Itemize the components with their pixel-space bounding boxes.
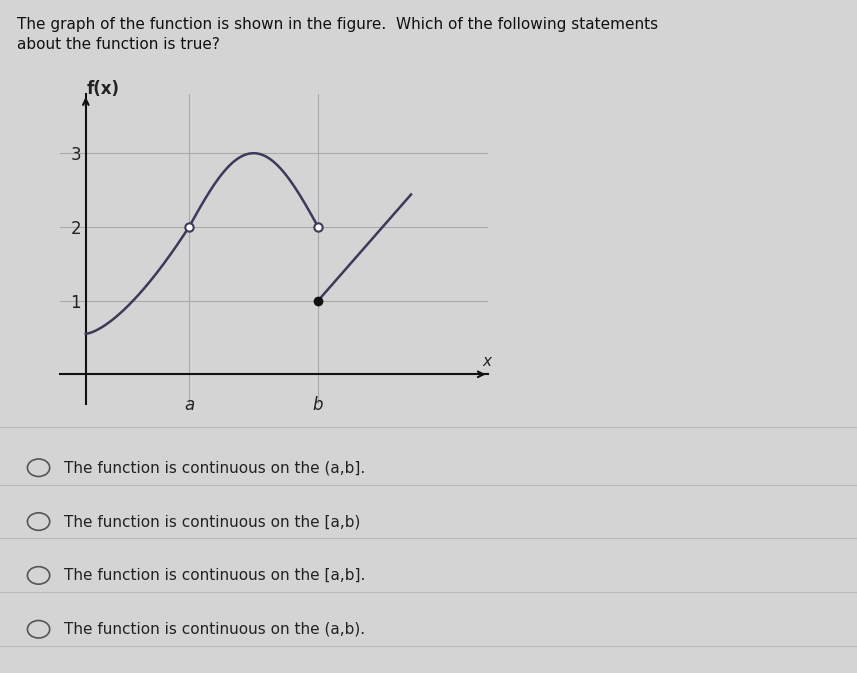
- Text: The function is continuous on the (a,b).: The function is continuous on the (a,b).: [64, 622, 365, 637]
- Text: The function is continuous on the (a,b].: The function is continuous on the (a,b].: [64, 460, 366, 475]
- Text: b: b: [313, 396, 323, 415]
- Text: The function is continuous on the [a,b): The function is continuous on the [a,b): [64, 514, 361, 529]
- Text: about the function is true?: about the function is true?: [17, 37, 220, 52]
- Text: The function is continuous on the [a,b].: The function is continuous on the [a,b].: [64, 568, 366, 583]
- Text: The graph of the function is shown in the figure.  Which of the following statem: The graph of the function is shown in th…: [17, 17, 658, 32]
- Text: a: a: [184, 396, 195, 415]
- Text: x: x: [482, 353, 491, 369]
- Text: f(x): f(x): [87, 80, 120, 98]
